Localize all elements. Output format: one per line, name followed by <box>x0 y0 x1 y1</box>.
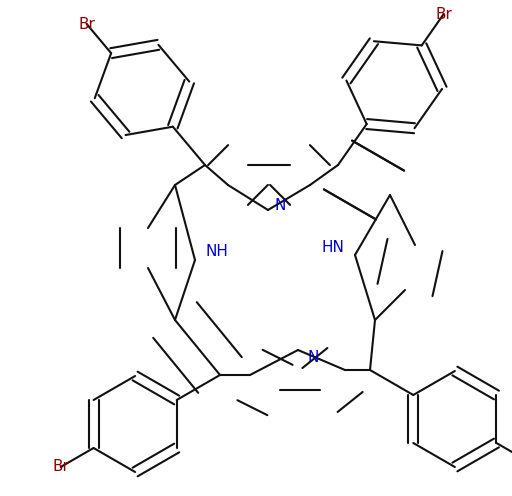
Text: N: N <box>307 351 318 366</box>
Text: N: N <box>274 197 286 212</box>
Text: HN: HN <box>322 240 345 254</box>
Text: NH: NH <box>205 245 228 259</box>
Text: Br: Br <box>435 7 452 22</box>
Text: Br: Br <box>52 459 69 475</box>
Text: Br: Br <box>78 16 95 32</box>
